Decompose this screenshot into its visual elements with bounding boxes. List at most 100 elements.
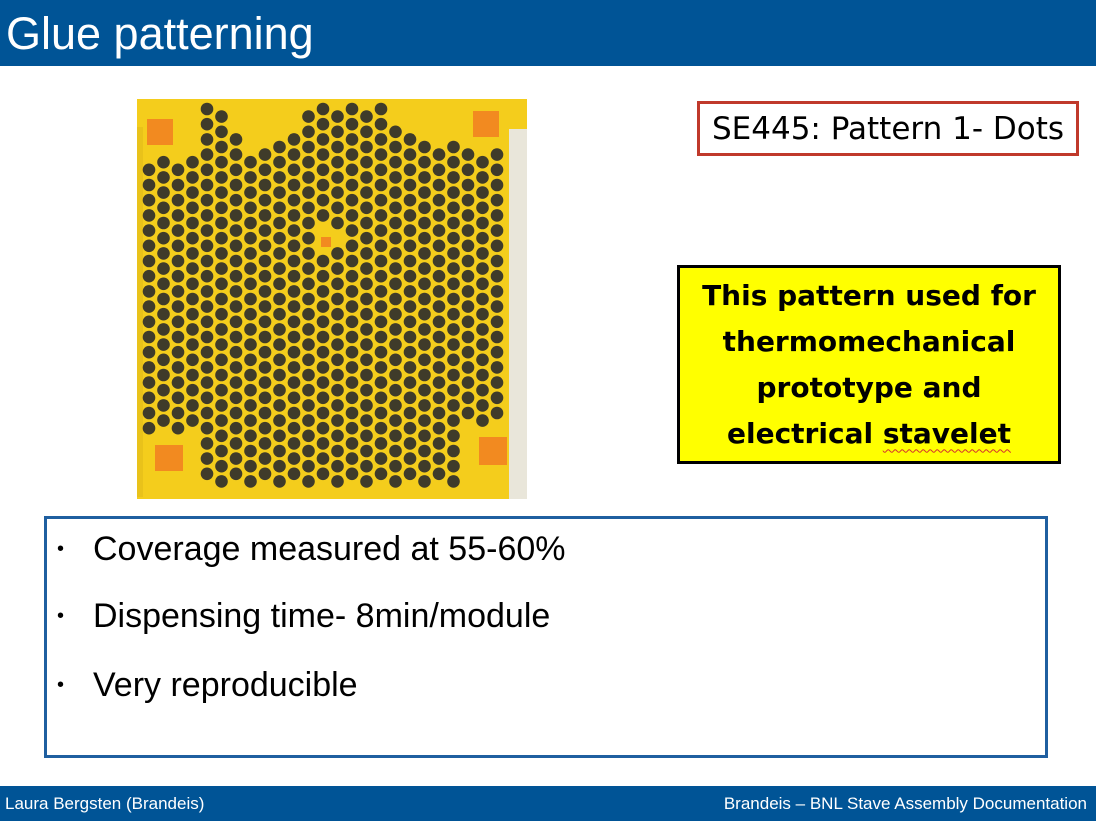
glue-dot <box>142 178 156 192</box>
glue-dot <box>229 239 243 253</box>
glue-dot <box>142 209 156 222</box>
glue-dot <box>345 421 359 435</box>
glue-dot <box>287 345 301 359</box>
glue-dot <box>403 406 417 420</box>
glue-dot <box>461 361 475 374</box>
glue-dot <box>403 345 417 359</box>
glue-dot <box>287 391 301 405</box>
glue-dot <box>258 300 272 313</box>
glue-dot <box>316 209 330 222</box>
glue-dot <box>374 421 388 435</box>
glue-dot <box>316 421 330 435</box>
glue-dot <box>360 155 373 169</box>
glue-dot <box>244 171 257 184</box>
glue-dot <box>331 277 344 291</box>
glue-dot <box>331 338 344 351</box>
glue-dot <box>302 262 315 275</box>
glue-dot <box>215 186 228 199</box>
glue-dot <box>389 262 402 275</box>
callout-line-4: electrical stavelet <box>727 411 1011 457</box>
glue-dot <box>432 452 446 465</box>
glue-dot <box>360 125 373 139</box>
glue-dot <box>258 163 272 177</box>
glue-dot <box>331 307 344 321</box>
glue-dot <box>490 178 504 192</box>
glue-dot <box>186 353 199 367</box>
glue-dot <box>389 353 402 367</box>
glue-dot <box>461 330 475 344</box>
glue-dot <box>200 209 214 222</box>
glue-dot <box>447 475 460 488</box>
glue-dot <box>273 292 286 306</box>
glue-dot <box>447 140 460 154</box>
footer-author: Laura Bergsten (Brandeis) <box>5 794 205 813</box>
glue-dot <box>200 391 214 405</box>
glue-dot <box>345 315 359 329</box>
glue-dot <box>461 224 475 237</box>
glue-dot <box>490 163 504 177</box>
glue-dot <box>447 414 460 427</box>
glue-dot <box>403 421 417 435</box>
glue-dot <box>273 277 286 291</box>
glue-dot <box>157 216 170 230</box>
glue-dot <box>215 247 228 260</box>
glue-dot <box>200 437 214 450</box>
glue-dot <box>432 330 446 344</box>
glue-dot <box>316 330 330 344</box>
glue-dot <box>360 368 373 382</box>
glue-dot <box>273 307 286 321</box>
glue-dot <box>447 323 460 336</box>
glue-dot <box>186 292 199 306</box>
glue-dot <box>302 231 315 245</box>
glue-dot <box>331 399 344 412</box>
glue-dot <box>389 292 402 306</box>
glue-dot <box>461 239 475 253</box>
glue-dot <box>200 467 214 481</box>
glue-dot <box>287 452 301 465</box>
glue-dot <box>302 444 315 458</box>
glue-dot <box>418 368 431 382</box>
glue-dot <box>316 285 330 298</box>
glue-dot <box>345 239 359 253</box>
glue-dot <box>215 353 228 367</box>
glue-dot <box>157 231 170 245</box>
glue-dot <box>186 231 199 245</box>
callout-line-1: This pattern used for <box>702 278 1036 312</box>
glue-dot <box>258 285 272 298</box>
glue-dot <box>447 186 460 199</box>
glue-dot <box>142 269 156 283</box>
glue-dot <box>229 437 243 450</box>
glue-dot <box>186 247 199 260</box>
glue-dot <box>302 399 315 412</box>
glue-dot <box>273 399 286 412</box>
glue-dot <box>476 307 489 321</box>
glue-dot <box>171 254 185 268</box>
glue-dot <box>142 330 156 344</box>
glue-dot <box>418 323 431 336</box>
glue-dot <box>360 383 373 397</box>
glue-dot <box>171 391 185 405</box>
glue-dot <box>331 201 344 215</box>
glue-dot <box>215 140 228 154</box>
glue-dot <box>403 224 417 237</box>
glue-dot <box>331 353 344 367</box>
glue-dot <box>374 224 388 237</box>
glue-dot <box>447 429 460 443</box>
glue-dot <box>418 444 431 458</box>
glue-dot <box>374 330 388 344</box>
glue-dot <box>316 437 330 450</box>
glue-dot <box>360 140 373 154</box>
glue-dot <box>215 125 228 139</box>
glue-dot <box>171 300 185 313</box>
glue-dot <box>418 353 431 367</box>
glue-dot <box>432 300 446 313</box>
glue-dot <box>403 330 417 344</box>
glue-dot <box>287 133 301 146</box>
corner-pad-top-right <box>473 111 499 137</box>
glue-dot <box>432 285 446 298</box>
glue-dot <box>490 361 504 374</box>
glue-dot <box>273 383 286 397</box>
glue-dot <box>258 315 272 329</box>
glue-dot <box>360 353 373 367</box>
glue-dot <box>374 254 388 268</box>
